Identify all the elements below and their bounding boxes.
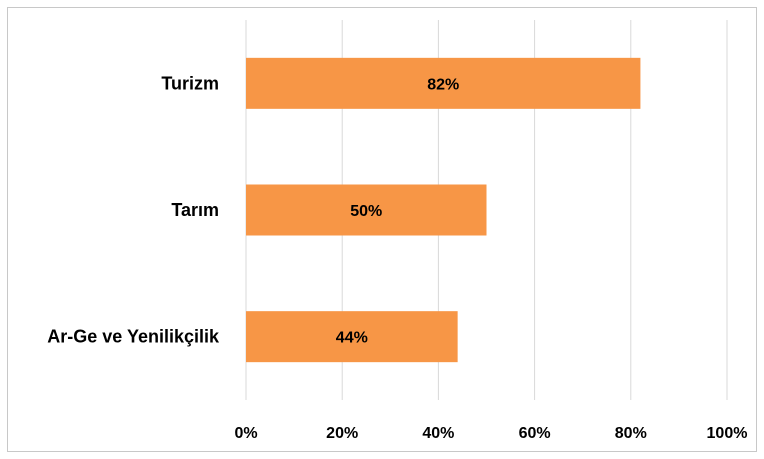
bar-data-label: 44%: [336, 330, 368, 347]
category-label: Turizm: [161, 73, 219, 93]
category-label: Tarım: [171, 200, 219, 220]
x-tick-label: 100%: [707, 425, 748, 442]
bar: [246, 184, 487, 236]
bar-data-label: 82%: [427, 76, 459, 93]
x-tick-label: 80%: [615, 425, 647, 442]
x-tick-label: 60%: [519, 425, 551, 442]
bar-data-label: 50%: [350, 203, 382, 220]
bars: 82% 50% 44%: [246, 57, 641, 363]
bar: [246, 57, 641, 109]
x-tick-label: 40%: [422, 425, 454, 442]
bar: [246, 311, 458, 363]
category-labels: Turizm Tarım Ar-Ge ve Yenilikçilik: [47, 73, 220, 346]
x-axis-tick-labels: 0% 20% 40% 60% 80% 100%: [234, 425, 747, 442]
x-tick-label: 20%: [326, 425, 358, 442]
category-label: Ar-Ge ve Yenilikçilik: [47, 327, 220, 347]
x-tick-label: 0%: [234, 425, 257, 442]
